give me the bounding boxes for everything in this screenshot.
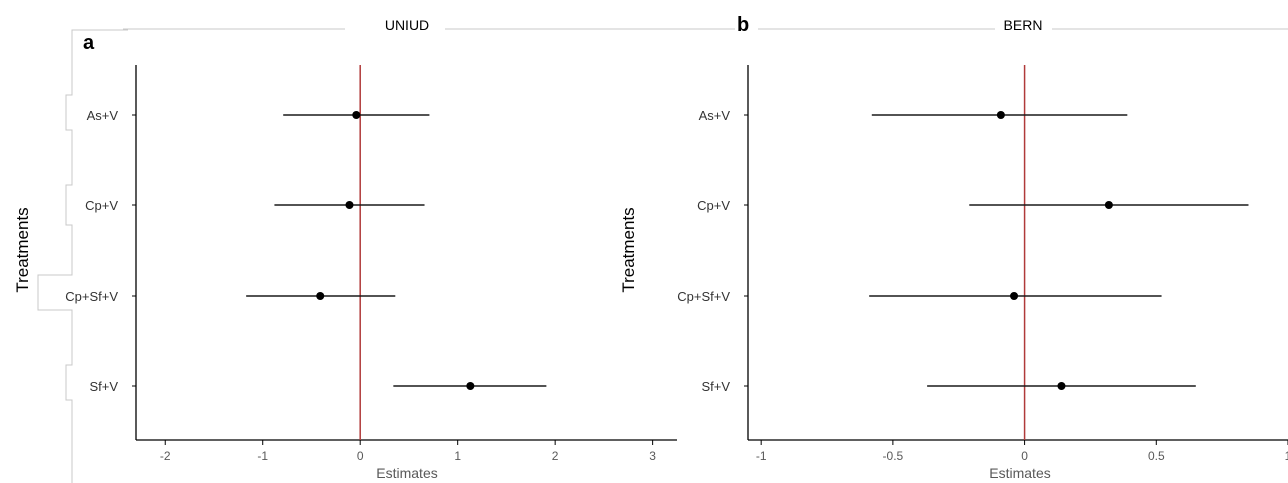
panel-a-frame — [37, 28, 735, 483]
panel-b-y-labels: As+V Cp+V Cp+Sf+V Sf+V — [677, 108, 748, 394]
panel-a-x-ticks: -2 -1 0 1 2 3 — [160, 440, 656, 463]
x-tick-label: 3 — [649, 449, 656, 463]
x-tick-label: 0 — [1021, 449, 1028, 463]
estimate-point — [316, 292, 325, 300]
x-tick-label: -0.5 — [883, 449, 904, 463]
panel-a-title: UNIUD — [385, 17, 429, 33]
x-tick-label: -1 — [257, 449, 268, 463]
panel-b-x-ticks: -1 -0.5 0 0.5 1 — [756, 440, 1288, 463]
y-tick-label: Cp+V — [697, 198, 730, 213]
estimate-point — [352, 111, 361, 119]
estimate-point — [1057, 382, 1066, 390]
y-tick-label: Sf+V — [701, 379, 730, 394]
y-tick-label: Cp+Sf+V — [65, 289, 118, 304]
panel-a-xlabel: Estimates — [376, 465, 437, 481]
panel-b-label: b — [737, 14, 749, 36]
x-tick-label: 1 — [1285, 449, 1288, 463]
panel-a-estimates — [246, 111, 547, 390]
panel-b-xlabel: Estimates — [989, 465, 1050, 481]
estimate-point — [345, 201, 354, 209]
x-tick-label: -1 — [756, 449, 767, 463]
panel-a: a UNIUD Treatments Estimates -2 -1 0 1 2 3 As… — [13, 17, 677, 481]
panel-a-label: a — [83, 32, 95, 54]
panel-b-ylabel: Treatments — [619, 207, 638, 292]
panel-b: b BERN Treatments Estimates -1-0.500.51 … — [619, 14, 1288, 481]
y-tick-label: Sf+V — [89, 379, 118, 394]
panel-a-y-labels: As+V Cp+V Cp+Sf+V Sf+V — [65, 108, 136, 394]
estimate-point — [996, 111, 1005, 119]
x-tick-label: 0.5 — [1148, 449, 1165, 463]
x-tick-label: 0 — [357, 449, 364, 463]
y-tick-label: Cp+Sf+V — [677, 289, 730, 304]
x-tick-label: -2 — [160, 449, 171, 463]
x-tick-label: 2 — [552, 449, 559, 463]
estimate-point — [466, 382, 475, 390]
panel-a-ylabel: Treatments — [13, 207, 32, 292]
estimate-point — [1104, 201, 1113, 209]
panel-b-title: BERN — [1004, 17, 1043, 33]
panel-b-estimates — [869, 111, 1249, 390]
y-tick-label: Cp+V — [85, 198, 118, 213]
y-tick-label: As+V — [87, 108, 119, 123]
x-tick-label: 1 — [454, 449, 461, 463]
estimate-point — [1010, 292, 1019, 300]
y-tick-label: As+V — [699, 108, 731, 123]
